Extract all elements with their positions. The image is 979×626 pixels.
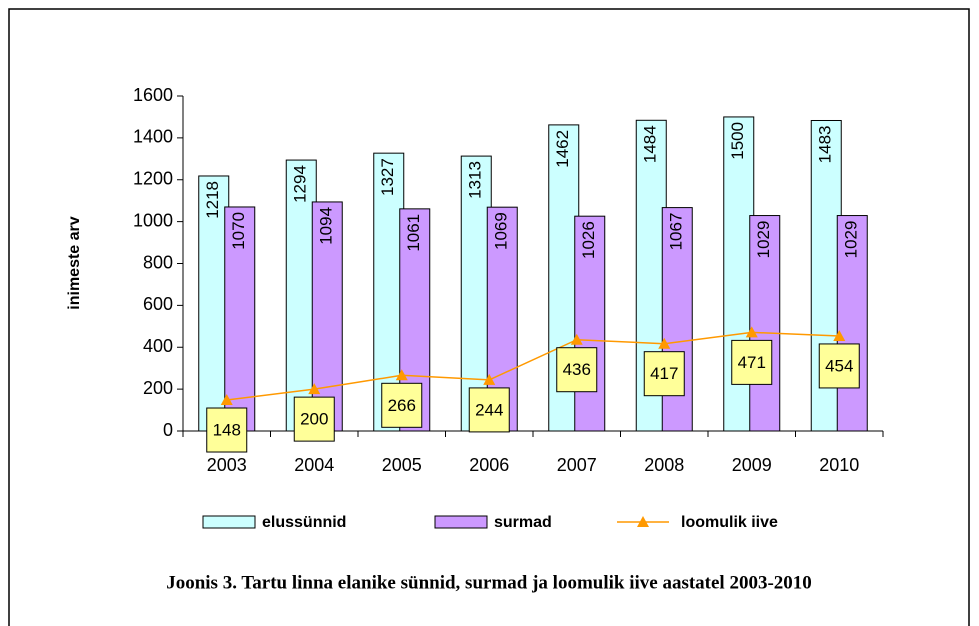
bar-value-label: 1294	[291, 165, 310, 203]
value-label-box	[818, 343, 860, 389]
marker	[308, 383, 321, 395]
line-value-label: 148	[213, 420, 241, 439]
legend-label: elussünnid	[262, 514, 346, 531]
bar-value-label: 1483	[816, 125, 835, 163]
legend-marker	[637, 516, 649, 527]
x-tick-label: 2008	[644, 455, 684, 475]
bar-value-label: 1067	[667, 213, 686, 251]
bar-value-label: 1327	[378, 158, 397, 196]
line-value-label: 454	[825, 356, 853, 375]
value-label-box	[643, 351, 685, 397]
x-tick-label: 2006	[469, 455, 509, 475]
value-label-box	[293, 396, 335, 442]
y-axis-label: inimeste arv	[66, 216, 83, 309]
marker	[745, 326, 758, 338]
y-tick-label: 0	[163, 420, 173, 440]
bar-value-label: 1218	[203, 181, 222, 219]
value-label-box	[468, 387, 510, 433]
bar-value-label: 1070	[229, 212, 248, 250]
line-value-label: 471	[738, 353, 766, 372]
line-value-label: 200	[300, 410, 328, 429]
legend-label: loomulik iive	[681, 514, 778, 531]
bar-value-label: 1029	[754, 221, 773, 259]
bar-value-label: 1500	[728, 122, 747, 160]
value-label-box	[381, 382, 423, 428]
y-tick-label: 1400	[133, 127, 173, 147]
legend-swatch	[202, 515, 256, 529]
y-tick-label: 800	[143, 252, 173, 272]
value-label-box	[731, 339, 773, 385]
line-value-label: 436	[563, 360, 591, 379]
bar-value-label: 1069	[492, 212, 511, 250]
marker	[483, 373, 496, 385]
value-label-box	[556, 347, 598, 393]
y-tick-label: 200	[143, 378, 173, 398]
value-label-box	[206, 407, 248, 453]
bar	[224, 206, 256, 432]
y-tick-label: 1600	[133, 85, 173, 105]
marker	[658, 337, 671, 349]
marker	[570, 333, 583, 345]
bar	[574, 215, 606, 432]
line-value-label: 417	[650, 364, 678, 383]
bar-value-label: 1313	[466, 161, 485, 199]
x-tick-label: 2010	[819, 455, 859, 475]
legend-label: surmad	[494, 514, 552, 531]
bar-value-label: 1094	[317, 207, 336, 245]
y-tick-label: 600	[143, 294, 173, 314]
bar-value-label: 1026	[579, 221, 598, 259]
x-tick-label: 2007	[557, 455, 597, 475]
bar-value-label: 1484	[641, 125, 660, 163]
frame	[8, 8, 970, 626]
x-tick-label: 2004	[294, 455, 334, 475]
bar-value-label: 1462	[553, 130, 572, 168]
x-tick-label: 2005	[382, 455, 422, 475]
marker	[833, 329, 846, 341]
legend-swatch	[434, 515, 488, 529]
x-tick-label: 2009	[732, 455, 772, 475]
bar	[460, 155, 492, 432]
line	[226, 331, 840, 401]
marker	[395, 369, 408, 381]
bar-value-label: 1061	[404, 214, 423, 252]
marker	[220, 394, 233, 406]
line-value-label: 266	[388, 396, 416, 415]
y-tick-label: 400	[143, 336, 173, 356]
caption: Joonis 3. Tartu linna elanike sünnid, su…	[166, 572, 812, 593]
x-tick-label: 2003	[207, 455, 247, 475]
y-tick-label: 1200	[133, 169, 173, 189]
bar	[749, 215, 781, 432]
bar-value-label: 1029	[842, 221, 861, 259]
line-value-label: 244	[475, 400, 503, 419]
y-tick-label: 1000	[133, 210, 173, 230]
bar	[836, 215, 868, 432]
